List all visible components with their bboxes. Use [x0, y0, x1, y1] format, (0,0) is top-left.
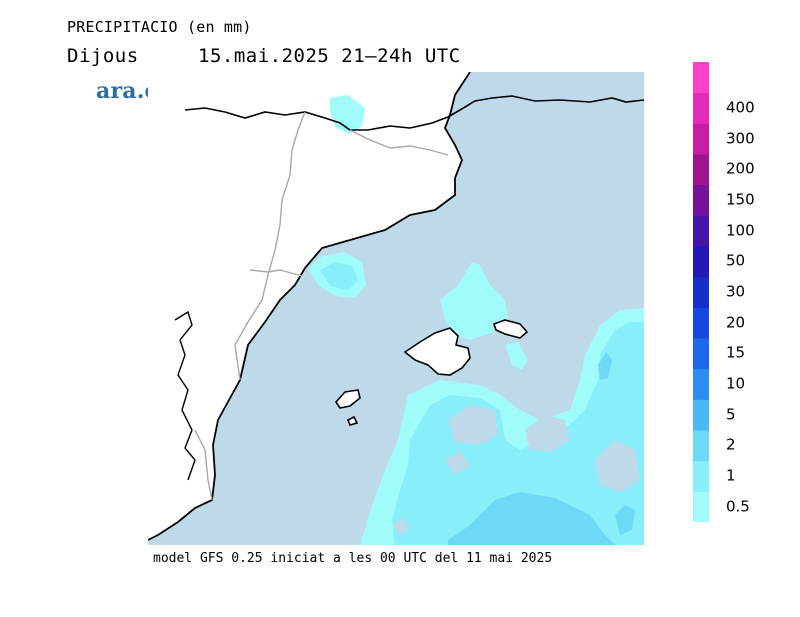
legend-swatch: [693, 123, 709, 155]
legend-label: 5: [726, 405, 736, 424]
legend-swatch: [693, 276, 709, 308]
legend-swatch: [693, 491, 709, 522]
regional-border: [194, 111, 449, 501]
legend-swatch: [693, 92, 709, 124]
north-border: [184, 95, 644, 131]
ibiza-island: [334, 389, 361, 409]
legend-label: 10: [726, 374, 746, 393]
legend-label: 20: [726, 313, 746, 332]
legend-label: 50: [726, 251, 746, 270]
menorca-island: [492, 319, 529, 339]
precip-shading: [308, 95, 644, 545]
balearic-islands: [334, 319, 529, 426]
legend-swatch: [693, 307, 709, 339]
legend-swatch: [693, 368, 709, 400]
legend-label: 150: [726, 190, 755, 209]
coastline: [148, 72, 471, 541]
legend-label: 1: [726, 466, 736, 485]
legend-swatch: [693, 154, 709, 186]
legend-swatch: [693, 246, 709, 278]
legend-label: 15: [726, 343, 746, 362]
legend-label: 400: [726, 98, 755, 117]
formentera-island: [346, 415, 359, 426]
legend-swatch: [693, 430, 709, 462]
legend-label: 300: [726, 129, 755, 148]
legend-swatch: [693, 184, 709, 216]
forecast-day: Dijous: [67, 45, 139, 67]
legend-swatch: [693, 399, 709, 431]
mallorca-island: [403, 327, 471, 376]
west-coast-line: [174, 310, 196, 481]
legend-swatch: [693, 215, 709, 247]
land-area: [148, 72, 470, 540]
precip-legend: [693, 62, 709, 522]
legend-label: 2: [726, 435, 736, 454]
legend-swatch: [693, 62, 709, 94]
legend-label: 0.5: [726, 497, 750, 516]
forecast-datetime: 15.mai.2025 21–24h UTC: [198, 45, 461, 67]
precipitation-map: [148, 72, 644, 545]
model-footer: model GFS 0.25 iniciat a les 00 UTC del …: [153, 551, 553, 566]
legend-label: 100: [726, 221, 755, 240]
legend-swatch: [693, 460, 709, 492]
chart-title: PRECIPITACIO (en mm): [67, 18, 252, 36]
legend-label: 30: [726, 282, 746, 301]
legend-swatch: [693, 338, 709, 370]
legend-label: 200: [726, 159, 755, 178]
